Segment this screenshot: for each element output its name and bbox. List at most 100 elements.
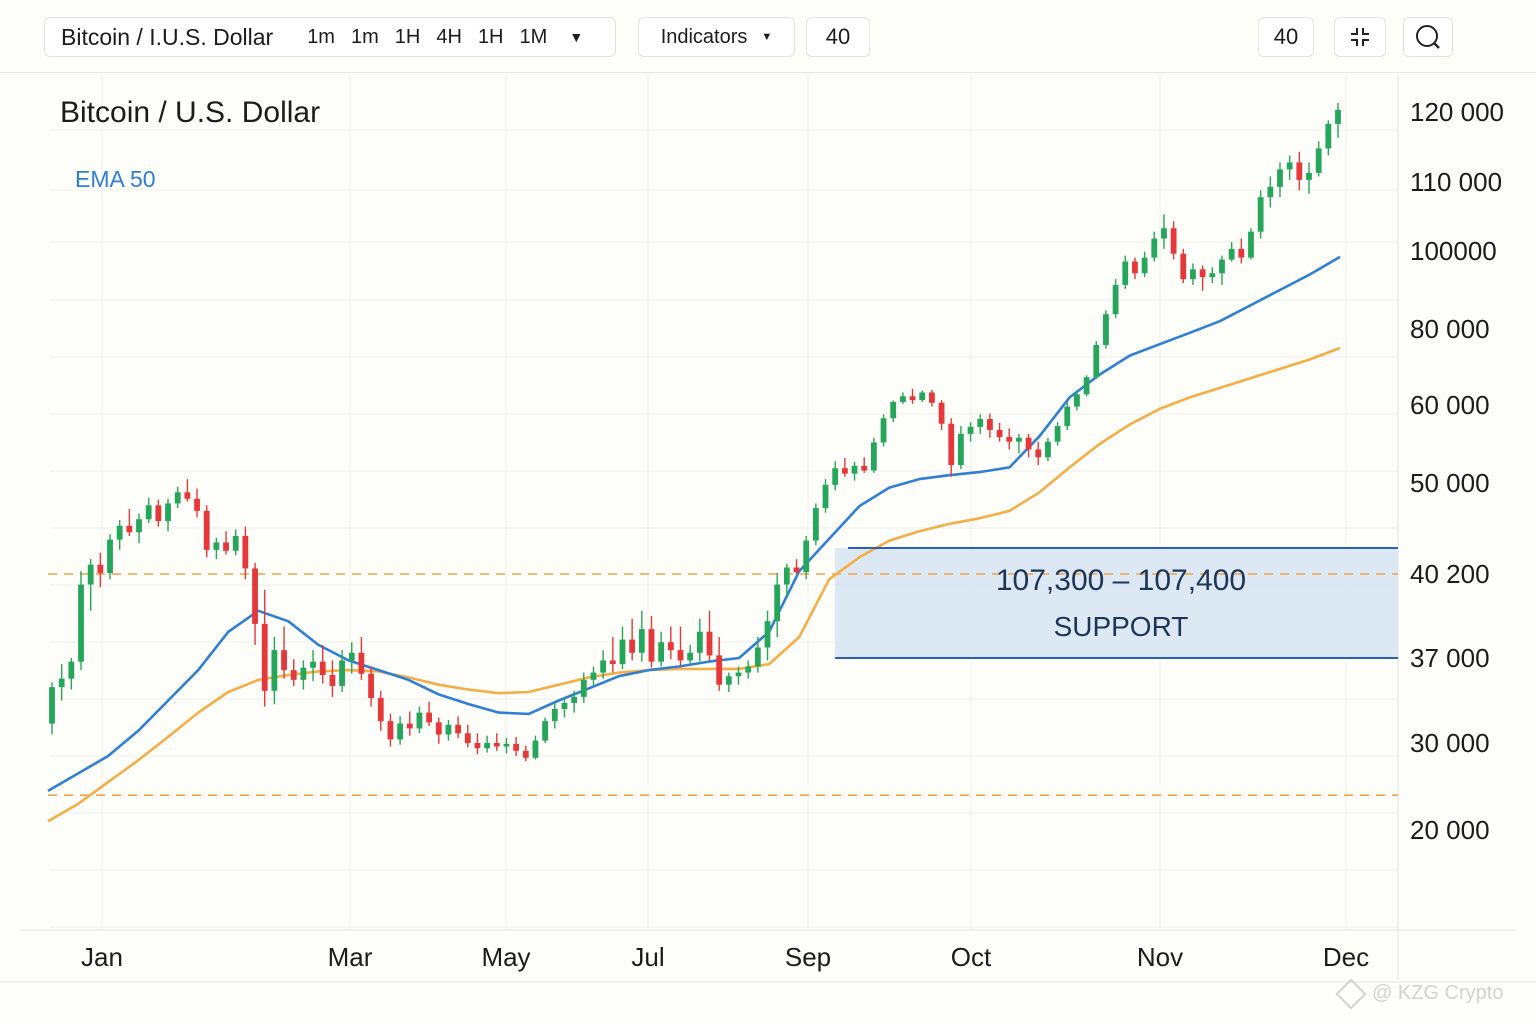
candle [532, 735, 539, 760]
ema-legend-label: EMA 50 [75, 166, 156, 192]
candle [1180, 248, 1187, 283]
search-button[interactable] [1403, 17, 1453, 57]
candle-body [1074, 394, 1080, 407]
chevron-down-icon[interactable]: ▼ [569, 29, 584, 45]
candle [1045, 437, 1051, 462]
candle-body [1325, 123, 1332, 149]
candle [919, 390, 926, 402]
candle [1170, 221, 1177, 260]
value-box[interactable]: 40 [1258, 17, 1314, 57]
candle [1325, 120, 1332, 156]
candle [242, 526, 249, 580]
candle-body [1161, 228, 1167, 239]
chart-toolbar: Bitcoin / I.U.S. Dollar 1m 1m 1H 4H 1H 1… [0, 0, 1536, 73]
candle [1248, 228, 1254, 260]
timeframe-button[interactable]: 4H [436, 25, 462, 48]
y-tick-label: 100000 [1410, 236, 1497, 266]
candle-body [513, 743, 520, 751]
candle [996, 422, 1003, 442]
candle [387, 713, 394, 747]
candle-body [948, 423, 955, 466]
candle-body [725, 676, 732, 685]
candle [851, 461, 858, 481]
y-axis: 120 000 110 000 100000 80 000 60 000 50 000 40… [1410, 97, 1504, 845]
candle-body [1054, 426, 1061, 442]
candle [861, 457, 868, 473]
candle-body [667, 642, 674, 651]
candle [445, 719, 452, 741]
symbol-name[interactable]: Bitcoin / I.U.S. Dollar [61, 23, 274, 50]
candle [928, 389, 935, 407]
timeframe-button[interactable]: 1m [350, 25, 379, 48]
candle [1141, 251, 1148, 278]
candle-body [522, 750, 529, 758]
candle-body [996, 429, 1003, 437]
timeframe-button[interactable]: 1H [394, 25, 421, 48]
timeframe-button[interactable]: 1m [307, 25, 335, 48]
value-box[interactable]: 40 [806, 17, 870, 57]
timeframe-button[interactable]: 1M [519, 25, 548, 48]
candle [107, 534, 113, 580]
collapse-icon-button[interactable] [1334, 17, 1386, 57]
candle-body [580, 679, 587, 697]
candle [223, 531, 229, 555]
candle [600, 650, 607, 679]
candle-body [890, 401, 897, 419]
candle [1093, 341, 1100, 380]
y-tick-label: 37 000 [1410, 643, 1490, 673]
watermark-text: @ KZG Crypto [1372, 982, 1504, 1004]
candle-body [464, 733, 471, 743]
candle [1257, 190, 1264, 239]
candle-body [571, 696, 578, 703]
candle-body [1228, 248, 1235, 260]
candle [716, 637, 723, 691]
x-tick-label: Mar [328, 942, 373, 972]
candle-body [155, 505, 162, 522]
candle [551, 702, 558, 729]
candle-body [387, 721, 394, 740]
candle [78, 571, 84, 671]
candle [165, 498, 171, 532]
candle [464, 724, 471, 748]
candle-body [271, 650, 278, 691]
candle [58, 664, 65, 701]
candle [203, 505, 210, 558]
candle [503, 738, 510, 754]
candle [658, 631, 665, 667]
candle [667, 626, 674, 660]
candle [880, 414, 887, 447]
candle-body [97, 564, 104, 574]
symbol-selector[interactable]: Bitcoin / I.U.S. Dollar 1m 1m 1H 4H 1H 1… [44, 17, 616, 57]
candle [1267, 176, 1274, 208]
candle [1025, 433, 1032, 458]
candle [358, 637, 365, 680]
candle-body [1180, 253, 1187, 280]
candle [155, 499, 162, 527]
candle-body [706, 631, 713, 656]
indicators-button[interactable]: Indicators ▼ [638, 17, 795, 57]
candle [174, 486, 181, 509]
support-zone [835, 548, 1398, 658]
candle [49, 682, 55, 735]
timeframe-button[interactable]: 1H [477, 25, 504, 48]
grid-lines [0, 75, 1536, 983]
candle [232, 529, 239, 556]
candle-body [609, 660, 616, 665]
candle-body [310, 661, 316, 668]
candle [725, 672, 732, 692]
candle-body [774, 584, 781, 622]
candle [590, 666, 597, 686]
candle [271, 637, 278, 705]
candle-body [1064, 406, 1071, 427]
candle-body [600, 660, 607, 673]
candle-body [242, 535, 249, 569]
candle-body [300, 667, 307, 680]
candle [841, 458, 848, 477]
support-range-label: 107,300 – 107,400 [996, 564, 1246, 597]
candle-body [203, 510, 210, 550]
candle-body [1315, 148, 1322, 173]
candle-body [977, 419, 984, 427]
candle-body [1016, 437, 1022, 442]
candle [1190, 263, 1196, 285]
